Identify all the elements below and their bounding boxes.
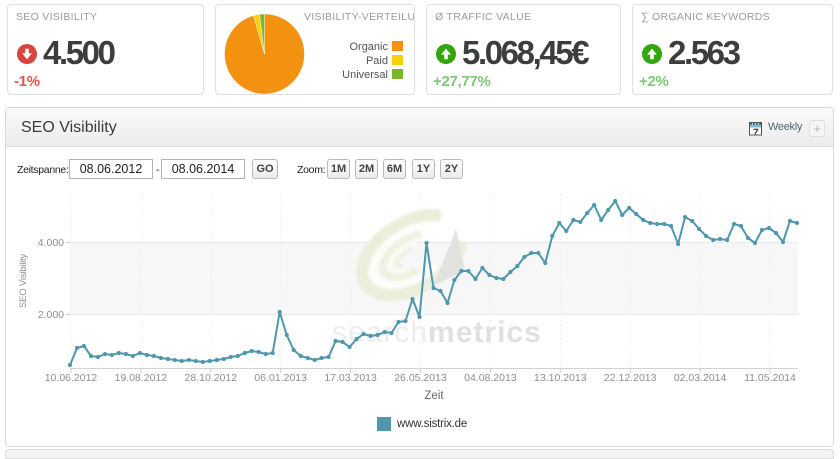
svg-text:04.08.2013: 04.08.2013 (464, 372, 517, 384)
svg-text:searchmetrics: searchmetrics (332, 316, 542, 349)
svg-text:Organic: Organic (349, 41, 388, 53)
svg-text:13.10.2013: 13.10.2013 (534, 372, 587, 384)
svg-text:SEO Visibility: SEO Visibility (18, 254, 29, 308)
svg-text:17.03.2013: 17.03.2013 (324, 372, 377, 384)
svg-text:10.06.2012: 10.06.2012 (45, 372, 98, 384)
svg-text:26.05.2013: 26.05.2013 (394, 372, 447, 384)
svg-text:Universal: Universal (342, 69, 388, 81)
svg-text:28.10.2012: 28.10.2012 (185, 372, 238, 384)
svg-text:02.03.2014: 02.03.2014 (674, 372, 727, 384)
svg-text:06.01.2013: 06.01.2013 (254, 372, 307, 384)
svg-text:2.000: 2.000 (38, 309, 64, 321)
svg-text:Zeit: Zeit (424, 390, 444, 402)
svg-text:4.000: 4.000 (38, 237, 64, 249)
svg-text:19.08.2012: 19.08.2012 (115, 372, 168, 384)
svg-text:22.12.2013: 22.12.2013 (604, 372, 657, 384)
svg-text:11.05.2014: 11.05.2014 (744, 372, 796, 384)
svg-text:Paid: Paid (366, 55, 388, 67)
